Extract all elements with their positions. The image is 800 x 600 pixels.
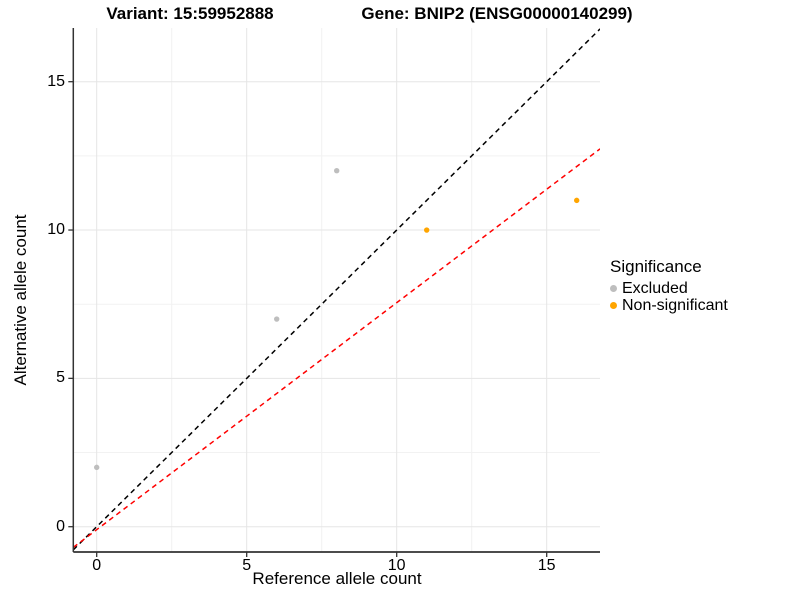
y-tick-label: 15 (47, 72, 65, 90)
legend-item-label: Non-significant (622, 296, 728, 314)
y-tick-label: 0 (56, 517, 65, 535)
x-tick-label: 10 (387, 557, 406, 574)
legend-item-excluded: Excluded (610, 280, 728, 297)
legend: Significance Excluded Non-significant (610, 257, 728, 314)
y-tick-label: 5 (56, 369, 65, 387)
legend-title: Significance (610, 257, 702, 276)
regression-line (73, 148, 601, 548)
data-point-excluded (334, 167, 340, 174)
data-point-non-significant (424, 227, 430, 233)
y-tick-label: 10 (47, 221, 65, 239)
non-significant-dot-icon (610, 302, 617, 309)
x-tick-label: 15 (537, 557, 556, 574)
gene-title: Gene: BNIP2 (ENSG00000140299) (361, 4, 633, 23)
y-axis-label: Alternative allele count (11, 214, 30, 386)
legend-item-label: Excluded (622, 279, 688, 297)
variant-title: Variant: 15:59952888 (106, 4, 274, 23)
x-tick-label: 5 (242, 557, 252, 574)
data-point-excluded (274, 316, 280, 322)
data-point-excluded (94, 464, 100, 471)
identity-line (73, 28, 601, 551)
legend-item-non-significant: Non-significant (610, 297, 728, 314)
x-axis-label: Reference allele count (252, 569, 422, 588)
excluded-dot-icon (610, 285, 617, 292)
data-point-non-significant (574, 197, 580, 204)
x-tick-label: 0 (92, 557, 102, 574)
